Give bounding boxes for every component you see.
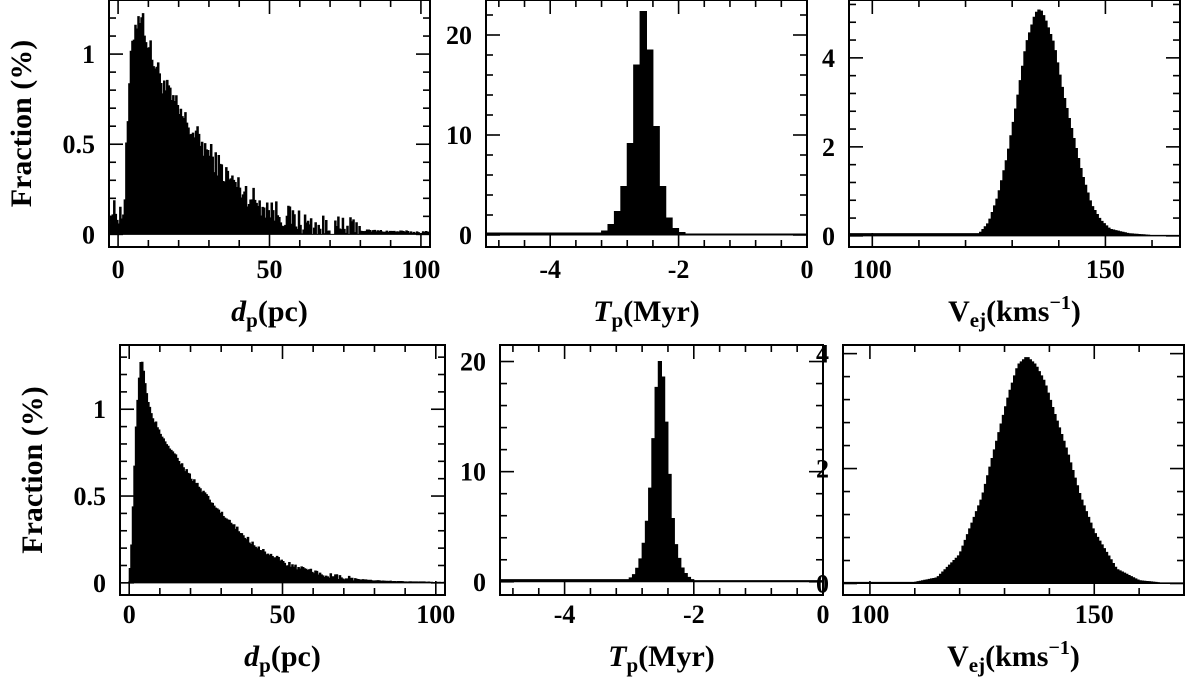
x-axis-title: Vej(kms−1) [948, 292, 1081, 332]
panel-top-middle: -4 -2 0 0 10 20 Tp(Myr) [446, 0, 814, 332]
y-tick-label: 10 [446, 121, 472, 150]
x-tick-label: 100 [401, 255, 440, 284]
x-axis-title: Vej(kms−1) [947, 637, 1080, 677]
x-tick-label: 100 [416, 600, 455, 629]
y-tick-label: 0.5 [63, 130, 96, 159]
x-axis-title-main: V [947, 640, 969, 673]
x-tick-label: 50 [257, 255, 283, 284]
x-axis-title: dp(pc) [231, 295, 308, 332]
x-axis-title-superscript: −1 [1049, 292, 1070, 314]
panel-top-right: 100 150 0 2 4 Vej(kms−1) [822, 0, 1181, 332]
y-tick-label: 0 [473, 568, 486, 597]
x-axis-title-subscript: p [627, 653, 639, 677]
x-axis-title-main: T [608, 640, 628, 673]
x-axis-title: Tp(Myr) [608, 640, 715, 677]
x-tick-label: -2 [668, 255, 690, 284]
x-axis-title: dp(pc) [244, 640, 321, 677]
x-axis-title-close: ) [1071, 295, 1081, 328]
x-axis-title-unit: (kms [985, 640, 1048, 673]
x-axis-title-main: V [948, 295, 970, 328]
y-axis-title: Fraction (%) [16, 386, 49, 553]
histogram-bars [120, 361, 446, 584]
x-axis-title-unit: (pc) [271, 640, 321, 673]
y-tick-label: 0.5 [74, 482, 107, 511]
x-tick-label: -4 [554, 600, 576, 629]
x-axis-title-subscript: p [246, 308, 258, 332]
histogram-bars [108, 13, 431, 235]
x-tick-label: 0 [801, 255, 814, 284]
x-axis-title-main: T [593, 295, 613, 328]
y-tick-label: 20 [460, 348, 486, 377]
x-tick-label: 50 [270, 600, 296, 629]
y-tick-label: 4 [816, 340, 829, 369]
y-tick-label: 2 [822, 133, 835, 162]
y-tick-label: 0 [93, 569, 106, 598]
x-tick-label: 100 [850, 600, 889, 629]
y-axis-title: Fraction (%) [5, 40, 38, 207]
histogram-bars [485, 11, 808, 236]
panel-bottom-right: 100 150 0 2 4 Vej(kms−1) [816, 340, 1185, 677]
y-tick-label: 1 [93, 395, 106, 424]
x-tick-label: 0 [123, 600, 136, 629]
x-tick-label: 0 [817, 600, 830, 629]
x-axis-title-unit: (Myr) [623, 295, 700, 328]
y-tick-label: 0 [816, 570, 829, 599]
plot-frame [842, 344, 1185, 596]
plot-frame [485, 0, 808, 248]
y-tick-label: 10 [460, 458, 486, 487]
x-axis-title-unit: (Myr) [638, 640, 715, 673]
histogram-bars [848, 9, 1181, 237]
y-tick-label: 0 [82, 220, 95, 249]
y-tick-label: 0 [822, 222, 835, 251]
x-tick-label: 100 [853, 255, 892, 284]
plot-frame [848, 0, 1181, 248]
y-tick-label: 1 [82, 40, 95, 69]
x-tick-label: -2 [683, 600, 705, 629]
panel-top-left: 0 50 100 0 0.5 1 dp(pc) Fraction (%) [5, 0, 440, 332]
x-tick-label: 150 [1075, 600, 1114, 629]
x-axis-title-superscript: −1 [1048, 637, 1069, 659]
x-tick-label: 0 [112, 255, 125, 284]
x-axis-title-main: d [244, 640, 260, 673]
x-axis-title-unit: (pc) [258, 295, 308, 328]
x-axis-title-unit: (kms [986, 295, 1049, 328]
x-axis-title-subscript: ej [969, 653, 985, 677]
histogram-bars [499, 361, 824, 583]
y-tick-label: 20 [446, 21, 472, 50]
x-axis-title-close: ) [1070, 640, 1080, 673]
y-tick-label: 2 [816, 455, 829, 484]
y-tick-label: 0 [459, 221, 472, 250]
y-tick-label: 4 [822, 44, 835, 73]
x-axis-title-subscript: ej [970, 308, 986, 332]
plot-frame [499, 344, 824, 596]
x-axis-title-main: d [231, 295, 247, 328]
x-axis-title: Tp(Myr) [593, 295, 700, 332]
panel-bottom-left: 0 50 100 0 0.5 1 dp(pc) Fraction (%) [16, 344, 455, 677]
x-axis-title-subscript: p [612, 308, 624, 332]
x-tick-label: -4 [539, 255, 561, 284]
x-axis-title-subscript: p [259, 653, 271, 677]
histogram-bars [842, 357, 1185, 585]
x-tick-label: 150 [1086, 255, 1125, 284]
